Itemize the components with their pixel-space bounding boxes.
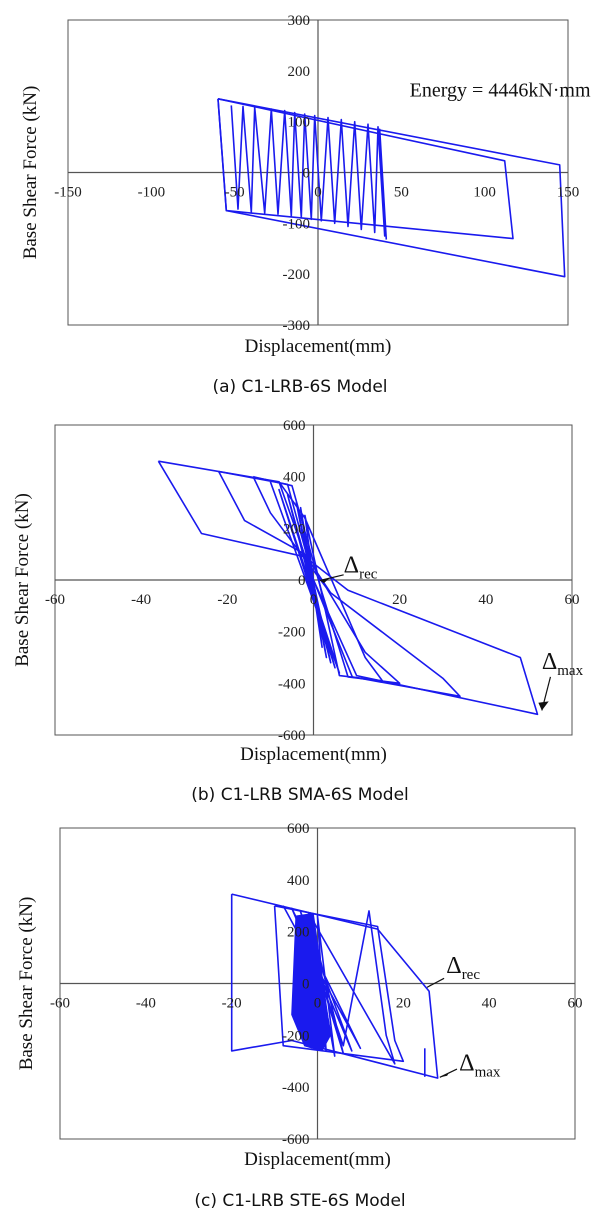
y-tick-label: -400 — [278, 676, 306, 692]
x-tick-label: 20 — [392, 592, 407, 608]
rec-arrowhead — [426, 982, 436, 988]
y-tick-label: -100 — [283, 216, 311, 232]
x-tick-label: -40 — [136, 996, 156, 1012]
annotation-label: Δmax — [459, 1050, 501, 1080]
y-tick-label: 0 — [298, 573, 306, 589]
y-axis-label: Base Shear Force (kN) — [12, 493, 33, 667]
y-tick-label: -200 — [283, 267, 311, 283]
y-tick-label: 400 — [283, 470, 306, 486]
series-loop-1 — [217, 470, 461, 698]
x-axis-label: Displacement(mm) — [245, 336, 392, 357]
y-tick-label: -200 — [282, 1028, 310, 1044]
series-loop-1 — [273, 905, 405, 1063]
y-tick-label: 200 — [287, 925, 310, 941]
energy-annotation: Energy = 4446kN·mm — [410, 79, 591, 101]
x-tick-label: 40 — [478, 592, 493, 608]
y-tick-label: 600 — [283, 418, 306, 434]
x-tick-label: -40 — [131, 592, 151, 608]
x-axis-label: Displacement(mm) — [244, 1149, 391, 1170]
y-tick-label: 400 — [287, 873, 310, 889]
x-tick-label: 0 — [314, 996, 322, 1012]
annotation-label: Δrec — [446, 953, 480, 983]
x-tick-label: -20 — [222, 996, 242, 1012]
y-tick-label: -600 — [278, 728, 306, 744]
x-tick-label: -60 — [45, 592, 65, 608]
x-tick-label: 0 — [310, 592, 318, 608]
y-tick-label: -300 — [283, 318, 311, 334]
series-fill-3 — [291, 912, 332, 1052]
y-tick-label: 0 — [303, 166, 311, 182]
series-cycles-3 — [269, 481, 384, 682]
rec-arrow — [319, 574, 344, 582]
max-arrowhead — [439, 1073, 449, 1078]
x-tick-label: 100 — [473, 185, 496, 201]
y-axis-label: Base Shear Force (kN) — [16, 897, 37, 1071]
x-tick-label: 20 — [396, 996, 411, 1012]
figure-caption: (b) C1-LRB SMA-6S Model — [191, 785, 409, 805]
y-tick-label: 600 — [287, 821, 310, 837]
x-tick-label: -20 — [217, 592, 237, 608]
x-tick-label: -60 — [50, 996, 70, 1012]
series-loop-1 — [217, 98, 566, 278]
x-tick-label: 0 — [314, 185, 322, 201]
y-axis-label: Base Shear Force (kN) — [20, 86, 41, 260]
y-tick-label: 200 — [283, 521, 306, 537]
series-cycles-2 — [230, 105, 388, 240]
max-arrow — [439, 1068, 458, 1078]
y-tick-label: -400 — [282, 1080, 310, 1096]
annotation-label: Δrec — [344, 552, 378, 582]
y-tick-label: 300 — [288, 13, 311, 29]
x-tick-label: -50 — [225, 185, 245, 201]
max-arrowhead — [538, 701, 549, 711]
y-tick-label: -600 — [282, 1132, 310, 1148]
y-tick-label: 200 — [288, 64, 311, 80]
y-tick-label: 0 — [302, 977, 310, 993]
x-tick-label: 50 — [394, 185, 409, 201]
x-tick-label: -100 — [138, 185, 166, 201]
rec-arrowhead — [319, 578, 330, 584]
x-axis-label: Displacement(mm) — [240, 744, 387, 765]
x-tick-label: 60 — [565, 592, 580, 608]
x-tick-label: 60 — [568, 996, 583, 1012]
x-tick-label: 150 — [557, 185, 580, 201]
x-tick-label: 40 — [482, 996, 497, 1012]
y-tick-label: 100 — [288, 115, 311, 131]
figure-caption: (a) C1-LRB-6S Model — [212, 377, 387, 397]
annotation-label: Δmax — [542, 649, 584, 679]
x-tick-label: -150 — [54, 185, 82, 201]
figure-caption: (c) C1-LRB STE-6S Model — [194, 1191, 405, 1211]
y-tick-label: -200 — [278, 625, 306, 641]
